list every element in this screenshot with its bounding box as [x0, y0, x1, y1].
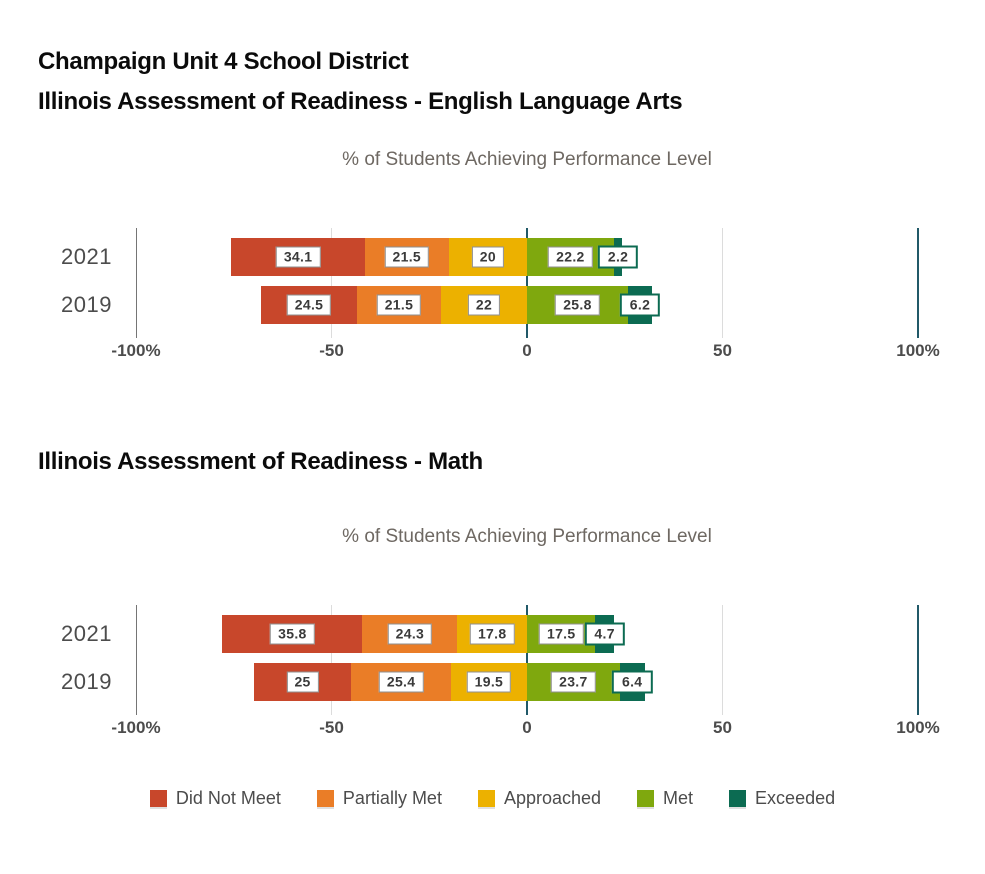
value-label-did-not-meet-2019: 25 [286, 671, 319, 693]
value-label-exceeded-2019: 6.2 [619, 293, 661, 317]
x-tick-50: 50 [713, 341, 732, 360]
value-label-exceeded-2021: 2.2 [597, 245, 639, 269]
bar-row-2021: 2021 35.8 24.3 17.8 17.5 4.7 [0, 615, 985, 653]
gridline-0 [526, 228, 528, 338]
value-label-partially-met-2021: 24.3 [387, 623, 433, 645]
value-label-met-2019: 23.7 [551, 671, 596, 693]
ela-plot-area: 2021 34.1 21.5 20 22.2 2.2 2019 24.5 21.5 22 25.8 6… [0, 228, 985, 338]
legend-item-did-not-meet: Did Not Meet [149, 788, 281, 809]
ela-chart: % of Students Achieving Performance Leve… [0, 145, 985, 395]
gridline-50 [722, 228, 723, 338]
district-title: Champaign Unit 4 School District [38, 48, 409, 75]
legend-item-met: Met [637, 788, 693, 809]
x-tick--50: -50 [319, 341, 344, 360]
value-label-approached-2019: 22 [467, 294, 501, 316]
legend-label: Exceeded [755, 788, 836, 808]
legend-swatch-did-not-meet [149, 790, 167, 807]
math-plot-area: 2021 35.8 24.3 17.8 17.5 4.7 2019 25 25.4 19.5 23.… [0, 605, 985, 715]
x-tick--100: -100% [111, 718, 161, 737]
legend-item-partially-met: Partially Met [316, 788, 442, 809]
ela-chart-subtitle: % of Students Achieving Performance Leve… [342, 149, 712, 170]
x-tick-0: 0 [522, 341, 532, 360]
legend-item-exceeded: Exceeded [729, 788, 835, 809]
value-label-met-2019: 25.8 [555, 294, 600, 316]
ela-chart-title: Illinois Assessment of Readiness - Engli… [38, 88, 683, 115]
year-label-2019: 2019 [61, 669, 112, 694]
gridline-100 [917, 605, 919, 715]
value-label-partially-met-2019: 21.5 [376, 294, 422, 316]
year-label-2021: 2021 [61, 621, 112, 646]
value-label-met-2021: 22.2 [548, 246, 593, 268]
value-label-approached-2021: 20 [471, 246, 504, 268]
year-label-2019: 2019 [61, 292, 112, 317]
legend-swatch-partially-met [316, 790, 334, 807]
gridline--50 [331, 605, 332, 715]
bar-row-2021: 2021 34.1 21.5 20 22.2 2.2 [0, 238, 985, 276]
value-label-met-2021: 17.5 [538, 623, 584, 645]
x-tick-50: 50 [713, 718, 732, 737]
value-label-partially-met-2021: 21.5 [384, 246, 429, 268]
value-label-exceeded-2021: 4.7 [584, 622, 625, 646]
x-tick--100: -100% [111, 341, 161, 360]
legend-swatch-met [637, 790, 655, 807]
math-chart-title: Illinois Assessment of Readiness - Math [38, 448, 483, 475]
legend-swatch-exceeded [729, 790, 747, 807]
report-title: Champaign Unit 4 School District Illinoi… [38, 42, 683, 122]
legend-label: Did Not Meet [175, 788, 281, 808]
math-chart-subtitle: % of Students Achieving Performance Leve… [342, 526, 712, 547]
legend-label: Met [663, 788, 694, 808]
x-tick-100: 100% [896, 718, 940, 737]
math-x-axis: -100% -50 0 50 100% [0, 718, 985, 744]
legend-label: Partially Met [342, 788, 442, 808]
x-tick-100: 100% [896, 341, 940, 360]
value-label-approached-2019: 19.5 [466, 671, 512, 693]
gridline--100 [136, 228, 137, 338]
value-label-exceeded-2019: 6.4 [611, 670, 653, 694]
legend: Did Not Meet Partially Met Approached Met Ex… [0, 788, 985, 809]
gridline-50 [722, 605, 723, 715]
year-label-2021: 2021 [61, 244, 112, 269]
gridline-0 [526, 605, 528, 715]
x-tick--50: -50 [319, 718, 344, 737]
gridline--50 [331, 228, 332, 338]
math-chart: % of Students Achieving Performance Leve… [0, 522, 985, 772]
legend-swatch-approached [477, 790, 495, 807]
gridline--100 [136, 605, 137, 715]
ela-x-axis: -100% -50 0 50 100% [0, 341, 985, 367]
value-label-did-not-meet-2019: 24.5 [286, 294, 332, 316]
value-label-did-not-meet-2021: 34.1 [275, 246, 321, 268]
legend-item-approached: Approached [477, 788, 602, 809]
x-tick-0: 0 [522, 718, 532, 737]
gridline-100 [917, 228, 919, 338]
legend-label: Approached [503, 788, 602, 808]
value-label-approached-2021: 17.8 [469, 623, 515, 645]
bar-row-2019: 2019 25 25.4 19.5 23.7 6.4 [0, 663, 985, 701]
value-label-partially-met-2019: 25.4 [378, 671, 424, 693]
bar-row-2019: 2019 24.5 21.5 22 25.8 6.2 [0, 286, 985, 324]
value-label-did-not-meet-2021: 35.8 [270, 623, 315, 645]
